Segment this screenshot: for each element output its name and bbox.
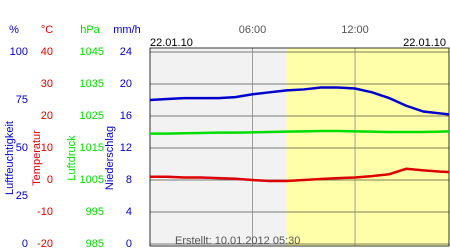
y-tick-label: 20 (41, 110, 53, 122)
y-tick-label: -20 (37, 238, 53, 250)
y-tick-label: 1035 (80, 78, 104, 90)
x-tick-label: 06:00 (239, 24, 267, 36)
y-tick-label: 995 (86, 206, 104, 218)
y-tick-label: -10 (37, 206, 53, 218)
axis-title: Luftfeuchtigkeit (4, 121, 16, 195)
y-tick-label: 20 (120, 78, 132, 90)
y-tick-label: 50 (16, 142, 28, 154)
y-tick-label: 10 (41, 142, 53, 154)
axis-title: Temperatur (31, 130, 43, 186)
y-tick-label: 100 (10, 46, 28, 58)
y-tick-label: 12 (120, 142, 132, 154)
y-tick-label: 0 (47, 174, 53, 186)
date-left: 22.01.10 (150, 37, 193, 49)
date-right: 22.01.10 (403, 37, 446, 49)
daylight-area (286, 48, 449, 246)
y-tick-label: 16 (120, 110, 132, 122)
series-line (150, 129, 450, 135)
y-tick-label: 0 (22, 238, 28, 250)
y-tick-label: 8 (126, 174, 132, 186)
y-tick-label: 1045 (80, 46, 104, 58)
footer: Erstellt: 10.01.2012 05:30 (175, 235, 300, 247)
axis-title: Luftdruck (66, 135, 78, 181)
axis-unit: °C (41, 24, 53, 36)
y-tick-label: 1005 (80, 174, 104, 186)
y-tick-label: 0 (126, 238, 132, 250)
axis-unit: mm/h (113, 24, 141, 36)
x-tick-label: 12:00 (341, 24, 369, 36)
axis-unit: hPa (80, 24, 100, 36)
y-tick-label: 985 (86, 238, 104, 250)
y-tick-label: 1025 (80, 110, 104, 122)
y-tick-label: 1015 (80, 142, 104, 154)
y-tick-label: 4 (126, 206, 132, 218)
plot-border (149, 47, 450, 247)
axis-title: Niederschlag (104, 126, 116, 190)
y-tick-label: 24 (120, 46, 132, 58)
axis-unit: % (9, 24, 19, 36)
series-line (149, 86, 450, 116)
y-tick-label: 40 (41, 46, 53, 58)
series-line (150, 167, 450, 183)
y-tick-label: 75 (16, 94, 28, 106)
y-tick-label: 30 (41, 78, 53, 90)
y-tick-label: 25 (16, 190, 28, 202)
